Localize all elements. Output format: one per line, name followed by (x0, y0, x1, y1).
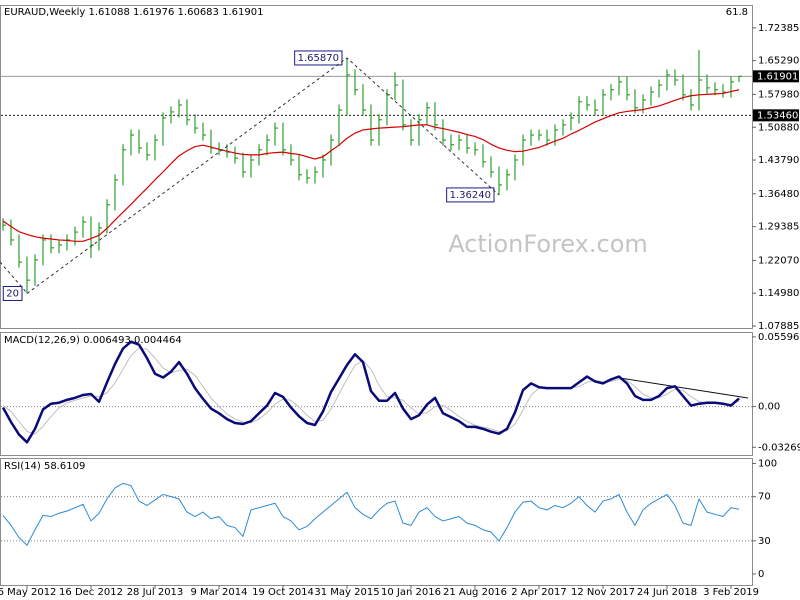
x-tick-label: 6 May 2012 (0, 587, 56, 598)
x-tick-label: 9 Mar 2014 (190, 587, 247, 598)
x-tick-label: 21 Aug 2016 (443, 587, 507, 598)
annotation-box (2, 285, 23, 301)
y-tick-label: 30 (758, 536, 771, 547)
x-tick-label: 12 Nov 2017 (571, 587, 635, 598)
annotation-box (446, 187, 495, 203)
fib-label: 61.8 (726, 7, 748, 18)
moving-average (2, 89, 740, 242)
price-label: 1.53460 (757, 110, 798, 121)
annotation-label: 1.65870 (298, 53, 339, 64)
annotation-box (294, 50, 343, 66)
x-tick-label: 19 Oct 2014 (252, 587, 314, 598)
zigzag-line (26, 57, 500, 294)
rsi-panel (0, 458, 753, 586)
price-label-box (753, 70, 799, 83)
series-line (2, 482, 740, 546)
x-tick-label: 31 May 2015 (314, 587, 379, 598)
y-tick-label: 1.57980 (758, 89, 799, 100)
y-tick-label: 1.22070 (758, 255, 799, 266)
rsi-title: RSI(14) 58.6109 (4, 461, 85, 472)
trend-line (0, 261, 28, 294)
y-tick-label: 0.055967 (758, 332, 800, 343)
x-tick-label: 2 Apr 2017 (511, 587, 566, 598)
y-tick-label: 1.29385 (758, 222, 799, 233)
y-tick-label: 1.50880 (758, 122, 799, 133)
y-tick-label: 1.14980 (758, 288, 799, 299)
macd-trend-line (619, 377, 749, 399)
price-label: 1.61901 (757, 71, 798, 82)
price-panel (0, 5, 753, 329)
y-tick-label: 1.07885 (758, 321, 799, 332)
x-tick-label: 16 Dec 2012 (59, 587, 123, 598)
y-tick-label: -0.032692 (758, 442, 800, 453)
y-tick-label: 1.72385 (758, 23, 799, 34)
y-tick-label: 100 (758, 459, 777, 470)
macd-panel (0, 332, 753, 456)
y-tick-label: 0.00 (758, 402, 780, 413)
y-tick-label: 70 (758, 492, 771, 503)
price-title: EURAUD,Weekly 1.61088 1.61976 1.60683 1.… (4, 7, 263, 18)
price-label-box (753, 109, 799, 122)
y-tick-label: 1.65290 (758, 56, 799, 67)
y-tick-label: 0 (758, 569, 764, 580)
macd-title: MACD(12,26,9) 0.006493 0.004464 (4, 335, 182, 346)
series-line (1, 340, 740, 444)
series-line (2, 347, 740, 435)
x-tick-label: 28 Jul 2013 (127, 587, 184, 598)
x-tick-label: 10 Jan 2016 (381, 587, 441, 598)
x-tick-label: 3 Feb 2019 (703, 587, 759, 598)
annotation-label: 20 (6, 288, 19, 299)
x-tick-label: 24 Jun 2018 (637, 587, 697, 598)
y-tick-label: 1.43790 (758, 155, 799, 166)
watermark: ActionForex.com (448, 230, 648, 258)
annotation-label: 1.36240 (450, 190, 491, 201)
y-tick-label: 1.36480 (758, 189, 799, 200)
